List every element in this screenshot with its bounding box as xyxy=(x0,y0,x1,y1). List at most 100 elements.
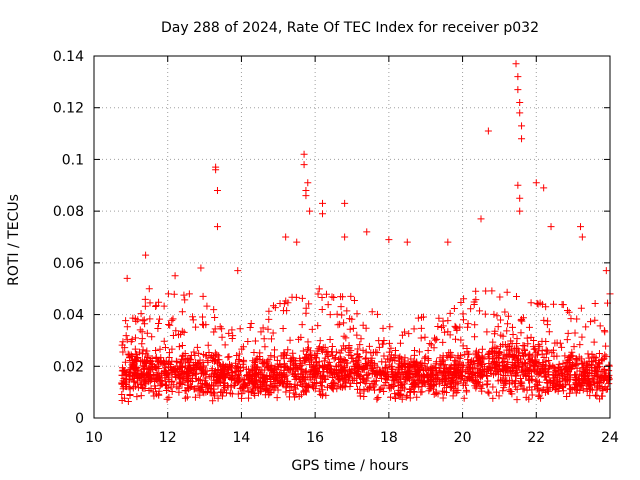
data-point xyxy=(388,380,396,388)
data-point xyxy=(278,380,286,388)
data-point xyxy=(523,334,531,342)
data-point-outlier xyxy=(213,186,221,194)
data-point xyxy=(273,394,281,402)
data-point xyxy=(311,353,319,361)
data-point xyxy=(320,357,328,365)
data-point xyxy=(291,385,299,393)
data-point xyxy=(602,372,610,380)
data-point xyxy=(291,393,299,401)
data-point xyxy=(190,348,198,356)
data-point xyxy=(570,361,578,369)
data-point xyxy=(257,328,265,336)
data-point xyxy=(490,310,498,318)
data-point xyxy=(463,388,471,396)
data-point xyxy=(368,308,376,316)
data-point-outlier xyxy=(385,236,393,244)
data-point xyxy=(576,341,584,349)
data-point xyxy=(410,388,418,396)
data-point xyxy=(589,358,597,366)
data-point xyxy=(601,351,609,359)
data-point xyxy=(512,292,520,300)
data-point xyxy=(136,326,144,334)
y-tick-label: 0.14 xyxy=(53,49,84,65)
data-point xyxy=(356,341,364,349)
data-point xyxy=(225,353,233,361)
data-point xyxy=(585,384,593,392)
data-point xyxy=(513,396,521,404)
data-point xyxy=(525,323,533,331)
data-point xyxy=(150,392,158,400)
data-point xyxy=(284,299,292,307)
data-point xyxy=(370,359,378,367)
data-point xyxy=(601,373,609,381)
data-point xyxy=(446,368,454,376)
data-point xyxy=(328,293,336,301)
data-point xyxy=(185,290,193,298)
data-point xyxy=(459,342,467,350)
data-point xyxy=(251,379,259,387)
data-point xyxy=(450,305,458,313)
data-point xyxy=(380,337,388,345)
data-point xyxy=(448,351,456,359)
data-point xyxy=(189,316,197,324)
data-point xyxy=(325,358,333,366)
data-point xyxy=(499,332,507,340)
data-point xyxy=(353,351,361,359)
data-point xyxy=(440,371,448,379)
data-point xyxy=(326,311,334,319)
data-point xyxy=(410,351,418,359)
data-point xyxy=(435,314,443,322)
data-point xyxy=(401,357,409,365)
data-point xyxy=(210,328,218,336)
data-point xyxy=(477,384,485,392)
data-point-outlier xyxy=(602,267,610,275)
data-point xyxy=(497,342,505,350)
data-point-outlier xyxy=(484,127,492,135)
data-point xyxy=(130,377,138,385)
data-point xyxy=(210,306,218,314)
data-point xyxy=(345,376,353,384)
data-point xyxy=(476,307,484,315)
data-point xyxy=(359,374,367,382)
data-point xyxy=(181,362,189,370)
data-point xyxy=(277,363,285,371)
data-point xyxy=(554,387,562,395)
data-point xyxy=(303,382,311,390)
data-point xyxy=(518,379,526,387)
data-point xyxy=(502,378,510,386)
data-point-outlier xyxy=(477,215,485,223)
data-point xyxy=(211,349,219,357)
data-point xyxy=(282,388,290,396)
data-point xyxy=(538,364,546,372)
data-point-outlier xyxy=(213,223,221,231)
data-point xyxy=(374,394,382,402)
data-point xyxy=(391,390,399,398)
data-point xyxy=(202,388,210,396)
data-point xyxy=(123,323,131,331)
data-point xyxy=(202,352,210,360)
data-point xyxy=(209,353,217,361)
data-point xyxy=(178,341,186,349)
data-point xyxy=(322,290,330,298)
data-point xyxy=(196,356,204,364)
data-point xyxy=(209,397,217,405)
data-point xyxy=(458,361,466,369)
data-point xyxy=(152,346,160,354)
data-point xyxy=(251,391,259,399)
data-point xyxy=(218,333,226,341)
data-point xyxy=(151,375,159,383)
data-point xyxy=(312,365,320,373)
data-point xyxy=(356,379,364,387)
data-point xyxy=(360,364,368,372)
data-point xyxy=(591,391,599,399)
data-point xyxy=(302,355,310,363)
data-point xyxy=(438,323,446,331)
data-point xyxy=(289,354,297,362)
data-point xyxy=(313,350,321,358)
data-point xyxy=(274,376,282,384)
data-point xyxy=(421,333,429,341)
data-point xyxy=(359,321,367,329)
data-point xyxy=(187,365,195,373)
data-point xyxy=(171,373,179,381)
data-point xyxy=(143,347,151,355)
